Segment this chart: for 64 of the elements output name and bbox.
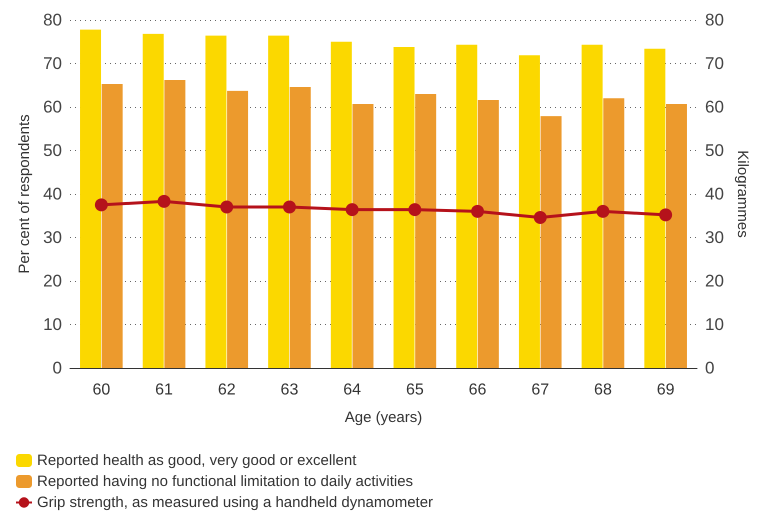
point <box>158 194 171 208</box>
bar <box>582 44 603 368</box>
point <box>534 210 547 224</box>
x-tick-label: 66 <box>468 382 487 398</box>
y2-tick-label: 70 <box>705 54 724 73</box>
bar <box>352 104 374 368</box>
point <box>282 200 296 214</box>
y2-tick-label: 40 <box>705 184 724 204</box>
legend-label: Reported having no functional limitation to daily activities <box>37 473 414 490</box>
bar <box>290 86 311 368</box>
bar <box>644 48 666 368</box>
bar <box>518 55 540 368</box>
x-tick-label: 69 <box>656 382 675 398</box>
bar <box>227 90 248 368</box>
x-tick-label: 63 <box>280 382 298 398</box>
bar <box>478 100 499 368</box>
legend-label: Reported health as good, very good or excellent <box>37 452 358 469</box>
y-tick-label: 50 <box>43 141 62 160</box>
bar <box>164 80 186 368</box>
y2-tick-label: 80 <box>705 10 724 30</box>
bar <box>415 94 436 368</box>
x-tick-label: 60 <box>92 382 110 398</box>
y-tick-label: 70 <box>43 54 62 73</box>
point <box>471 204 484 218</box>
x-tick-label: 67 <box>531 382 550 398</box>
bar <box>603 98 624 368</box>
bar <box>330 42 352 368</box>
legend-label: Grip strength, as measured using a handheld dynamometer <box>37 494 434 511</box>
y2-tick-label: 60 <box>705 98 724 116</box>
y-tick-label: 30 <box>43 228 62 247</box>
y2-tick-label: 10 <box>705 315 724 334</box>
point <box>596 204 610 218</box>
bar <box>666 104 687 368</box>
y-tick-label: 20 <box>43 272 62 290</box>
y-tick-label: 40 <box>43 184 62 204</box>
bar <box>80 30 102 368</box>
y2-tick-label: 0 <box>705 358 714 378</box>
bar <box>540 116 562 368</box>
x-axis-title: Age (years) <box>344 409 422 426</box>
y-tick-label: 10 <box>43 315 62 334</box>
point <box>408 203 422 216</box>
point <box>220 200 234 214</box>
bar <box>142 34 164 368</box>
x-tick-label: 64 <box>343 382 362 398</box>
bar <box>394 46 415 368</box>
y-tick-label: 0 <box>52 358 62 378</box>
y-tick-label: 80 <box>43 10 62 30</box>
y2-tick-label: 20 <box>705 272 724 290</box>
bar <box>102 84 123 368</box>
x-tick-label: 62 <box>218 382 236 398</box>
point <box>659 208 672 222</box>
y2-tick-label: 30 <box>705 228 724 247</box>
y-tick-label: 60 <box>43 98 62 116</box>
x-tick-label: 61 <box>155 382 174 398</box>
y2-axis-title: Kilogrammes <box>734 150 751 238</box>
y-axis-title: Per cent of respondents <box>16 114 34 274</box>
point <box>346 203 359 216</box>
bar <box>456 44 478 368</box>
x-tick-label: 68 <box>594 382 612 398</box>
bar <box>268 36 290 368</box>
x-tick-label: 65 <box>406 382 424 398</box>
bar <box>205 36 226 368</box>
point <box>94 198 108 212</box>
y2-tick-label: 50 <box>705 141 724 160</box>
